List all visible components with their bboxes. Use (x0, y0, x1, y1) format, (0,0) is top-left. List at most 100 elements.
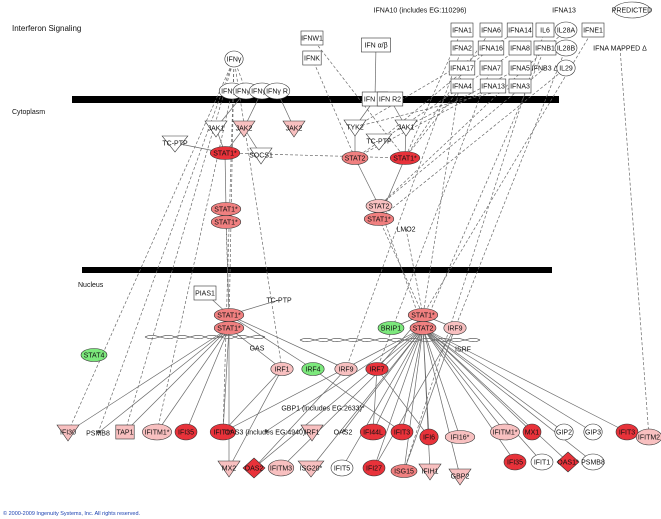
node-ifnw1[interactable]: IFNW1 (300, 30, 324, 46)
node-gip2[interactable]: GIP2 (554, 423, 574, 441)
node-shape (530, 453, 554, 471)
node-oas2a[interactable]: OAS2 (334, 430, 353, 437)
node-mx1[interactable]: MX1 (522, 423, 542, 441)
node-ifi35b[interactable]: IFI35 (503, 453, 527, 471)
node-ifit3b[interactable]: IFIT3 (615, 423, 639, 441)
node-il29[interactable]: IL29 (556, 59, 576, 77)
node-il28b[interactable]: IL28B (554, 39, 578, 57)
node-ifnab[interactable]: IFN α/β (361, 37, 391, 53)
node-ifna13[interactable]: IFNA13 (479, 78, 507, 94)
node-psmb8a[interactable]: PSMB8 (86, 431, 110, 438)
node-stat4[interactable]: STAT4 (80, 348, 108, 362)
node-ifna13p[interactable]: IFNA13 (552, 8, 576, 15)
node-ifit3a[interactable]: IFIT3 (390, 423, 414, 441)
node-ifnamapped[interactable]: IFNA MAPPED Δ (593, 46, 647, 53)
node-ifi6[interactable]: IFI6 (419, 428, 439, 446)
node-tcptp2[interactable]: TC-PTP (365, 133, 393, 151)
node-irf9b[interactable]: IRF9 (334, 362, 358, 376)
node-gbp1[interactable]: GBP1 (includes EG:2633)* (281, 406, 365, 413)
node-lmo2[interactable]: LMO2 (396, 227, 415, 234)
node-ifitm1b[interactable]: IFITM1* (490, 423, 520, 441)
node-irf2[interactable]: IRF1 (300, 424, 324, 442)
node-stat1e[interactable]: STAT1* (363, 212, 395, 226)
node-isg20[interactable]: ISG20* (297, 460, 325, 478)
node-ifnb1[interactable]: IFNB1 (533, 40, 557, 56)
node-oas1[interactable]: OAS1* (556, 451, 580, 473)
node-stat2a[interactable]: STAT2 (341, 151, 369, 165)
node-label: IL6 (540, 28, 550, 35)
node-ifi35a[interactable]: IFI35 (174, 423, 198, 441)
node-stat1b[interactable]: STAT1* (389, 151, 421, 165)
node-ifna7[interactable]: IFNA7 (479, 60, 503, 76)
node-jak2b[interactable]: JAK2 (282, 120, 306, 138)
node-ifna17[interactable]: IFNA17 (448, 60, 476, 76)
node-jak1b[interactable]: JAK1 (394, 119, 418, 137)
node-ifi16[interactable]: IFI16* (444, 430, 476, 444)
node-shape (479, 60, 503, 76)
node-stat1a[interactable]: STAT1* (209, 146, 241, 160)
node-irf4[interactable]: IRF4 (301, 362, 325, 376)
node-ifitm1a[interactable]: IFITM1* (142, 423, 172, 441)
node-ifit5[interactable]: IFIT5 (330, 459, 354, 477)
node-isg15[interactable]: ISG15 (390, 464, 418, 478)
node-label: JAK2 (236, 126, 253, 133)
node-gbp2[interactable]: GBP2 (448, 468, 472, 486)
node-ifna3[interactable]: IFNA3 (508, 78, 532, 94)
node-tap1[interactable]: TAP1 (115, 424, 135, 440)
node-isrf[interactable]: ISRF (455, 347, 471, 354)
node-mx2[interactable]: MX2 (217, 460, 241, 478)
node-pias1[interactable]: PIAS1 (193, 285, 217, 301)
node-brip1[interactable]: BRIP1 (377, 321, 405, 335)
node-ifngr4[interactable]: IFNγ R (263, 82, 291, 100)
node-ifng[interactable]: IFNγ (224, 50, 244, 68)
node-ifna5[interactable]: IFNA5 (508, 60, 532, 76)
node-tyk2[interactable]: TYK2 (343, 119, 367, 137)
node-jak1a[interactable]: JAK1 (204, 120, 228, 138)
node-ifih1[interactable]: IFIH1 (418, 463, 442, 481)
node-irf9a[interactable]: IRF9 (443, 321, 467, 335)
node-ifna8[interactable]: IFNA8 (508, 40, 532, 56)
node-irf7[interactable]: IRF7 (365, 362, 389, 376)
node-oas2b[interactable]: OAS2 (242, 457, 266, 479)
node-tcptp1[interactable]: TC-PTP (161, 135, 189, 153)
node-stat1f[interactable]: STAT1* (213, 308, 245, 322)
node-stat1d[interactable]: STAT1* (210, 215, 242, 229)
node-ifna1[interactable]: IFNA1 (450, 22, 474, 38)
node-ifna4[interactable]: IFNA4 (450, 78, 474, 94)
node-ifna14[interactable]: IFNA14 (506, 22, 534, 38)
node-ifi44l[interactable]: IFI44L (359, 423, 387, 441)
node-stat1c[interactable]: STAT1* (210, 202, 242, 216)
node-oas3[interactable]: OAS3 (includes EG:4940) (225, 430, 306, 437)
node-ifi27[interactable]: IFI27 (362, 459, 386, 477)
node-irf1[interactable]: IRF1 (270, 362, 294, 376)
node-socs1[interactable]: SOCS1 (249, 147, 273, 165)
node-ifne1[interactable]: IFNE1 (581, 22, 605, 38)
node-psmb8b[interactable]: PSMB8 (581, 453, 605, 471)
node-ifna6[interactable]: IFNA6 (479, 22, 503, 38)
node-label: TC-PTP (162, 141, 188, 148)
node-predicted[interactable]: PREDICTED (612, 1, 652, 19)
node-stat2c[interactable]: STAT2 (409, 321, 437, 335)
node-ifna10[interactable]: IFNA10 (includes EG:110296) (374, 8, 467, 15)
node-gas[interactable]: GAS (250, 346, 265, 353)
node-ifit1[interactable]: IFIT1* (209, 423, 237, 441)
node-ifnar2[interactable]: IFN R2 (376, 91, 404, 107)
node-gip3[interactable]: GIP3 (583, 423, 603, 441)
node-ifna2[interactable]: IFNA2 (450, 40, 474, 56)
node-stat2b[interactable]: STAT2 (365, 199, 393, 213)
copyright-text: © 2000-2009 Ingenuity Systems, Inc. All … (3, 510, 141, 517)
node-ifnb3[interactable]: IFNB3 Δ (532, 66, 559, 73)
node-ifit1b[interactable]: IFIT1 (530, 453, 554, 471)
node-jak2a[interactable]: JAK2 (232, 120, 256, 138)
node-tcptp3[interactable]: TC-PTP (266, 298, 292, 305)
node-il6[interactable]: IL6 (535, 22, 555, 38)
node-ifitm2[interactable]: IFITM2 (635, 428, 661, 446)
node-ifitm3[interactable]: IFITM3 (267, 459, 295, 477)
node-stat1g[interactable]: STAT1* (213, 321, 245, 335)
node-il28a[interactable]: IL28A (554, 21, 578, 39)
node-ifnk[interactable]: IFNK (302, 50, 322, 66)
node-ifi30[interactable]: IFI30 (56, 424, 80, 442)
node-ifna16[interactable]: IFNA16 (477, 40, 505, 56)
node-stat1h[interactable]: STAT1* (407, 308, 439, 322)
node-label: IFN R2 (379, 97, 401, 104)
